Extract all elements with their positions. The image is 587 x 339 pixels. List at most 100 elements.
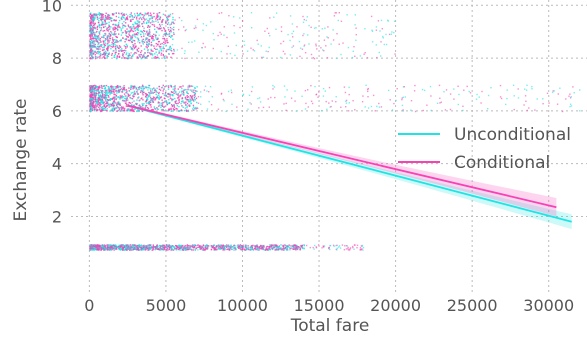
scatter-point bbox=[246, 50, 249, 52]
scatter-point bbox=[165, 33, 167, 35]
scatter-point bbox=[92, 102, 94, 104]
scatter-point bbox=[169, 97, 172, 99]
scatter-point bbox=[144, 39, 147, 41]
scatter-point bbox=[99, 55, 101, 58]
scatter-point bbox=[89, 247, 91, 249]
scatter-point bbox=[310, 26, 312, 28]
scatter-point bbox=[155, 37, 157, 39]
scatter-point bbox=[192, 108, 194, 110]
scatter-point bbox=[91, 37, 93, 39]
scatter-point bbox=[168, 108, 170, 110]
scatter-point bbox=[106, 43, 108, 45]
x-tick-label: 0 bbox=[84, 296, 94, 315]
scatter-point bbox=[113, 96, 115, 98]
scatter-point bbox=[127, 36, 129, 38]
scatter-point bbox=[171, 245, 173, 247]
scatter-point bbox=[100, 20, 103, 22]
scatter-point bbox=[228, 246, 230, 248]
scatter-point bbox=[89, 96, 91, 98]
scatter-point bbox=[289, 54, 292, 56]
scatter-point bbox=[294, 100, 296, 102]
scatter-point bbox=[135, 45, 137, 47]
scatter-point bbox=[159, 27, 161, 29]
scatter-point bbox=[232, 246, 234, 248]
scatter-point bbox=[93, 31, 95, 34]
scatter-point bbox=[375, 29, 378, 31]
scatter-point bbox=[212, 246, 214, 249]
scatter-point bbox=[181, 98, 183, 100]
scatter-point bbox=[224, 247, 226, 250]
scatter-point bbox=[280, 42, 282, 45]
scatter-point bbox=[148, 87, 150, 89]
scatter-point bbox=[104, 39, 107, 41]
scatter-point bbox=[112, 33, 114, 36]
scatter-point bbox=[148, 101, 151, 103]
scatter-point bbox=[132, 88, 134, 90]
scatter-point bbox=[162, 92, 164, 95]
scatter-point bbox=[138, 55, 141, 58]
scatter-point bbox=[91, 87, 94, 89]
scatter-point bbox=[163, 247, 166, 250]
scatter-point bbox=[168, 33, 170, 35]
scatter-point bbox=[116, 97, 118, 99]
scatter-point bbox=[328, 102, 330, 104]
scatter-point bbox=[117, 107, 119, 109]
scatter-point bbox=[110, 45, 112, 48]
scatter-point bbox=[95, 47, 98, 49]
scatter-point bbox=[391, 31, 393, 33]
scatter-point bbox=[102, 53, 104, 55]
scatter-point bbox=[150, 43, 152, 46]
scatter-point bbox=[388, 33, 391, 36]
scatter-point bbox=[297, 246, 299, 248]
scatter-point bbox=[282, 247, 285, 250]
scatter-point bbox=[154, 57, 156, 59]
scatter-point bbox=[175, 91, 177, 94]
scatter-point bbox=[326, 36, 328, 38]
scatter-point bbox=[93, 107, 96, 110]
scatter-point bbox=[334, 12, 336, 14]
scatter-point bbox=[468, 90, 470, 93]
scatter-point bbox=[291, 23, 294, 25]
scatter-point bbox=[161, 21, 163, 23]
scatter-point bbox=[136, 99, 138, 101]
scatter-point bbox=[285, 102, 287, 105]
scatter-point bbox=[307, 34, 309, 36]
scatter-point bbox=[385, 33, 387, 36]
scatter-point bbox=[90, 89, 93, 92]
scatter-point bbox=[157, 56, 159, 59]
scatter-point bbox=[125, 13, 128, 15]
scatter-point bbox=[364, 52, 366, 54]
scatter-point bbox=[91, 109, 94, 111]
scatter-point bbox=[241, 247, 244, 250]
scatter-point bbox=[241, 245, 244, 247]
scatter-point bbox=[177, 94, 179, 97]
scatter-point bbox=[109, 35, 112, 37]
scatter-point bbox=[101, 44, 103, 46]
scatter-point bbox=[381, 28, 383, 30]
scatter-point bbox=[556, 103, 559, 105]
scatter-point bbox=[160, 106, 162, 108]
scatter-point bbox=[172, 88, 174, 90]
scatter-point bbox=[378, 51, 380, 54]
scatter-point bbox=[178, 91, 181, 93]
scatter-point bbox=[91, 35, 93, 37]
scatter-point bbox=[149, 97, 152, 99]
scatter-point bbox=[167, 14, 170, 17]
scatter-point bbox=[229, 245, 232, 248]
scatter-point bbox=[171, 44, 174, 46]
scatter-point bbox=[227, 45, 229, 47]
scatter-point bbox=[457, 103, 459, 106]
scatter-point bbox=[98, 249, 100, 251]
scatter-point bbox=[89, 107, 92, 109]
scatter-point bbox=[140, 50, 143, 52]
scatter-point bbox=[150, 92, 152, 94]
scatter-point bbox=[110, 48, 112, 50]
scatter-point bbox=[113, 105, 115, 107]
scatter-point bbox=[355, 34, 357, 36]
scatter-point bbox=[94, 34, 97, 37]
scatter-point bbox=[146, 22, 148, 24]
scatter-point bbox=[158, 88, 161, 90]
scatter-point bbox=[143, 17, 145, 20]
scatter-point bbox=[131, 55, 134, 57]
scatter-point bbox=[150, 90, 152, 92]
